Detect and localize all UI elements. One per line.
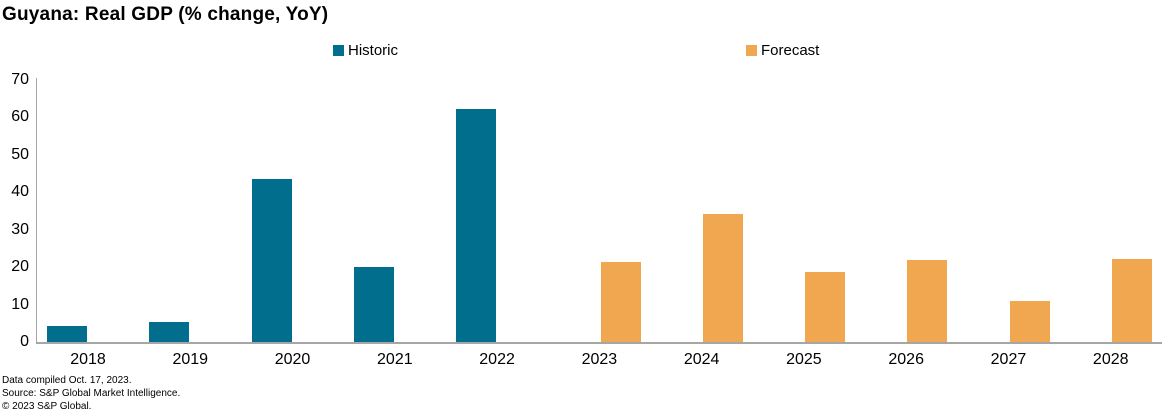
x-tick-label: 2020 [274,351,311,368]
y-tick-label: 20 [11,258,29,276]
forecast-bar-2023 [600,262,641,342]
y-tick-label: 50 [11,145,29,163]
forecast-bar-2026 [907,259,948,342]
x-axis-line [36,342,1162,344]
forecast-bar-2028 [1111,259,1152,342]
footer-compiled-line: Data compiled Oct. 17, 2023. [2,375,132,386]
y-tick-label: 30 [11,220,29,238]
x-tick-label: 2019 [172,351,209,368]
forecast-swatch-icon [746,45,757,56]
footer-source-line: Source: S&P Global Market Intelligence. [2,388,181,399]
x-tick-label: 2023 [581,351,618,368]
y-tick-label: 60 [11,108,29,126]
footer-copyright-line: © 2023 S&P Global. [2,401,92,412]
y-tick-label: 10 [11,295,29,313]
historic-bar-2019 [149,321,190,342]
historic-swatch-icon [333,45,344,56]
chart-title: Guyana: Real GDP (% change, YoY) [2,4,329,25]
y-tick-label: 40 [11,183,29,201]
forecast-bar-2024 [702,213,743,342]
forecast-bar-2027 [1009,300,1050,342]
legend-forecast-label: Forecast [761,42,820,59]
x-tick-label: 2028 [1092,351,1129,368]
footer-notes: Data compiled Oct. 17, 2023. Source: S&P… [2,374,180,413]
historic-bar-2022 [456,108,497,342]
x-tick-label: 2025 [786,351,822,368]
y-tick-label: 70 [11,71,29,88]
x-tick-label: 2022 [479,351,515,368]
y-tick-label: 0 [20,333,29,350]
x-tick-label: 2018 [70,351,106,368]
legend-historic-label: Historic [348,42,399,59]
y-axis-line [36,78,37,343]
historic-bar-2021 [353,267,394,342]
x-tick-label: 2024 [683,351,720,368]
x-tick-label: 2026 [888,351,924,368]
x-tick-label: 2027 [990,351,1027,368]
historic-bar-2018 [47,325,88,342]
legend-item-forecast: Forecast [746,42,819,59]
x-tick-label: 2021 [377,351,413,368]
forecast-bar-2025 [805,272,846,342]
legend-item-historic: Historic [333,42,398,59]
historic-bar-2020 [251,179,292,342]
